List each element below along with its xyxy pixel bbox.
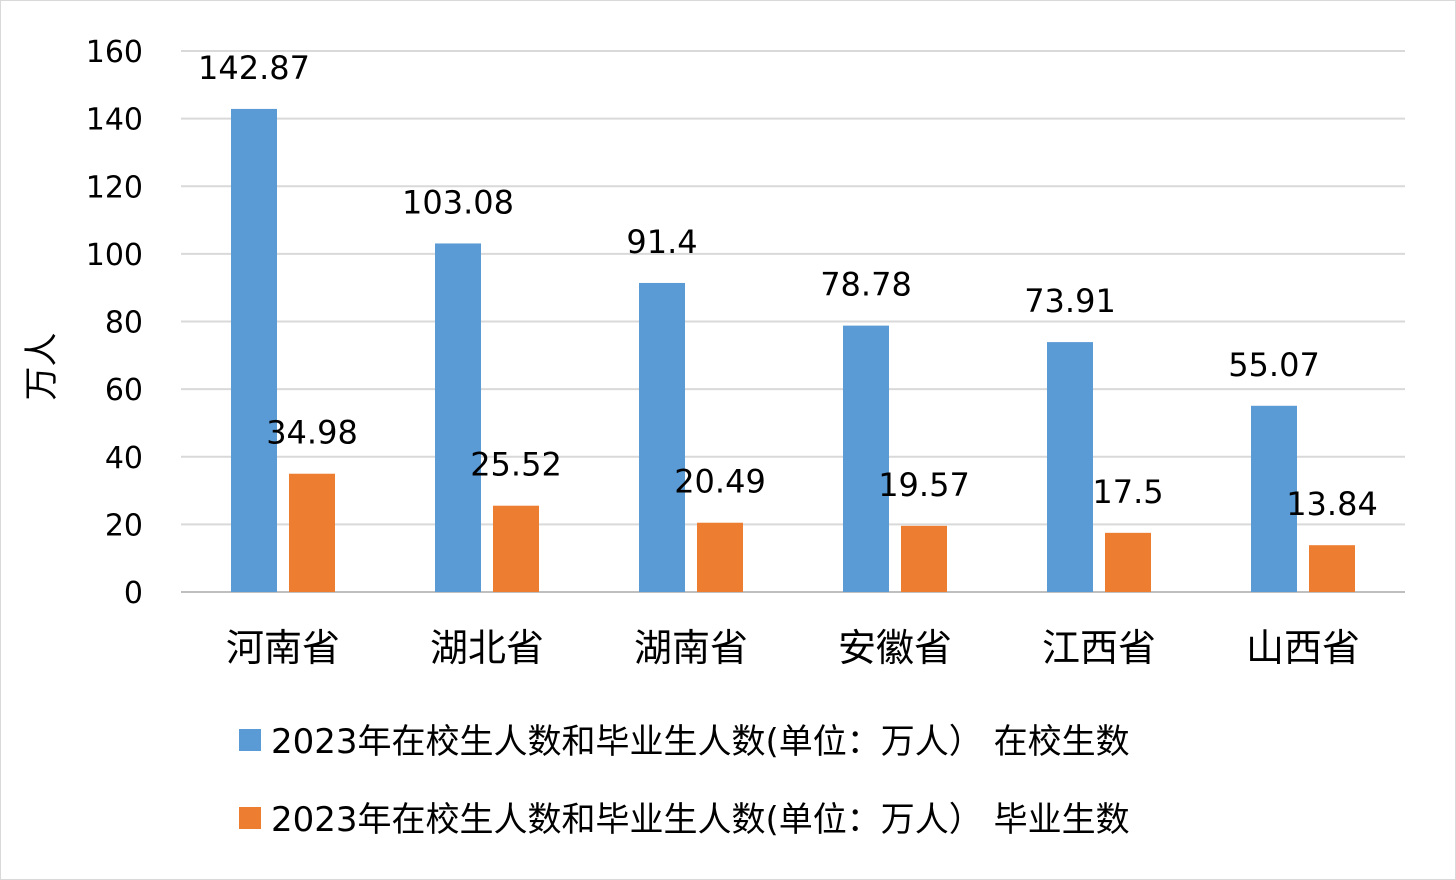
data-label: 142.87 xyxy=(198,49,310,87)
bar-enrolled-3 xyxy=(843,325,889,592)
bars xyxy=(231,108,1355,593)
data-label: 103.08 xyxy=(402,183,514,221)
data-label: 13.84 xyxy=(1286,485,1378,523)
y-tick-label: 60 xyxy=(105,373,143,408)
y-axis-title: 万人 xyxy=(22,333,62,401)
legend-swatch xyxy=(239,807,261,829)
y-tick-label: 120 xyxy=(86,170,143,205)
bar-enrolled-1 xyxy=(435,243,481,592)
y-tick-label: 0 xyxy=(124,576,143,611)
data-label: 73.91 xyxy=(1024,282,1116,320)
x-category-label: 湖北省 xyxy=(430,626,544,670)
bar-graduates-1 xyxy=(493,505,539,592)
y-tick-label: 140 xyxy=(86,103,143,138)
y-tick-label: 100 xyxy=(86,238,143,273)
data-label: 19.57 xyxy=(878,466,970,504)
bar-enrolled-4 xyxy=(1047,342,1093,592)
data-label: 17.5 xyxy=(1092,473,1163,511)
bar-graduates-4 xyxy=(1105,532,1151,592)
bar-enrolled-5 xyxy=(1251,405,1297,592)
legend-label: 2023年在校生人数和毕业生人数(单位：万人） 在校生数 xyxy=(271,722,1130,762)
data-label: 91.4 xyxy=(626,223,697,261)
data-label: 25.52 xyxy=(470,446,562,484)
x-category-label: 山西省 xyxy=(1246,626,1360,670)
bar-graduates-0 xyxy=(289,473,335,592)
bar-graduates-5 xyxy=(1309,545,1355,592)
bar-enrolled-0 xyxy=(231,108,277,593)
y-tick-label: 40 xyxy=(105,441,143,476)
y-tick-label: 160 xyxy=(86,35,143,70)
x-category-label: 河南省 xyxy=(226,626,340,670)
data-label: 20.49 xyxy=(674,463,766,501)
bar-enrolled-2 xyxy=(639,282,685,592)
y-tick-label: 20 xyxy=(105,508,143,543)
legend: 2023年在校生人数和毕业生人数(单位：万人） 在校生数 2023年在校生人数和毕… xyxy=(239,722,1130,840)
data-label: 78.78 xyxy=(820,266,912,304)
x-category-label: 安徽省 xyxy=(838,626,952,670)
gridlines xyxy=(181,50,1405,593)
legend-swatch xyxy=(239,729,261,751)
legend-label: 2023年在校生人数和毕业生人数(单位：万人） 毕业生数 xyxy=(271,800,1130,840)
data-labels: 142.87 34.98 103.08 25.52 91.4 20.49 78.78 19.5… xyxy=(198,49,1378,523)
x-category-label: 湖南省 xyxy=(634,626,748,670)
bar-graduates-2 xyxy=(697,522,743,592)
x-category-label: 江西省 xyxy=(1042,626,1156,670)
bar-graduates-3 xyxy=(901,525,947,592)
data-label: 55.07 xyxy=(1228,346,1320,384)
y-tick-label: 80 xyxy=(105,306,143,341)
data-label: 34.98 xyxy=(266,414,358,452)
